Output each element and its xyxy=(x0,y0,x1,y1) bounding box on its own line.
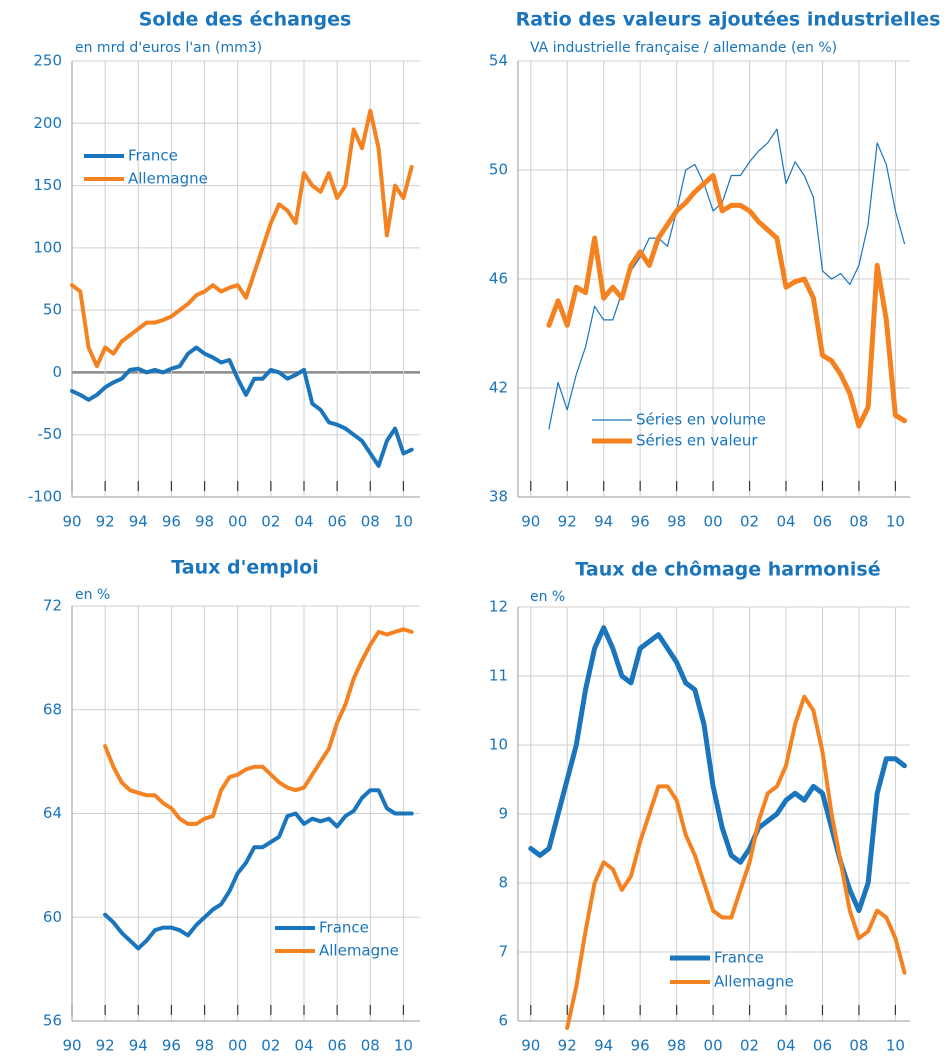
x-tick-label: 90 xyxy=(62,1037,81,1055)
legend-label: Allemagne xyxy=(714,973,794,991)
x-tick-label: 96 xyxy=(631,1037,650,1055)
series-line xyxy=(565,694,907,1030)
x-tick-label: 92 xyxy=(558,513,577,531)
x-tick-label: 02 xyxy=(740,513,759,531)
x-tick-label: 10 xyxy=(394,1037,413,1055)
legend-label: Allemagne xyxy=(319,942,399,960)
chart-title: Taux d'emploi xyxy=(171,557,319,579)
series-line xyxy=(548,128,906,430)
y-tick-label: 68 xyxy=(43,700,62,718)
y-tick-label: -100 xyxy=(28,488,62,506)
x-tick-label: 92 xyxy=(96,1037,115,1055)
x-tick-label: 98 xyxy=(195,1037,214,1055)
x-tick-label: 00 xyxy=(704,513,723,531)
y-tick-label: 250 xyxy=(33,52,62,70)
chart-subtitle: en % xyxy=(75,587,110,603)
legend-label: France xyxy=(714,949,764,967)
x-tick-label: 90 xyxy=(521,1037,540,1055)
series-line xyxy=(70,108,414,369)
legend-label: France xyxy=(319,919,369,937)
x-tick-label: 92 xyxy=(558,1037,577,1055)
x-tick-label: 96 xyxy=(162,1037,181,1055)
y-tick-label: 38 xyxy=(489,488,508,506)
x-tick-label: 04 xyxy=(294,513,313,531)
y-tick-label: 54 xyxy=(489,52,508,70)
x-tick-label: 00 xyxy=(704,1037,723,1055)
x-tick-label: 02 xyxy=(740,1037,759,1055)
y-tick-label: 200 xyxy=(33,114,62,132)
legend-label: Allemagne xyxy=(128,170,208,188)
chart-title: Taux de chômage harmonisé xyxy=(575,559,880,581)
x-tick-label: 04 xyxy=(776,513,795,531)
y-tick-label: 72 xyxy=(43,597,62,615)
x-tick-label: 98 xyxy=(667,1037,686,1055)
x-tick-label: 08 xyxy=(849,1037,868,1055)
x-tick-label: 98 xyxy=(195,513,214,531)
y-tick-label: -50 xyxy=(38,425,63,443)
x-tick-label: 94 xyxy=(594,1037,613,1055)
x-tick-label: 02 xyxy=(261,513,280,531)
y-tick-label: 46 xyxy=(489,270,508,288)
y-tick-label: 50 xyxy=(43,301,62,319)
chart-title: Solde des échanges xyxy=(139,9,352,31)
series-line xyxy=(103,627,414,826)
y-tick-label: 100 xyxy=(33,238,62,256)
legend-label: Séries en valeur xyxy=(636,432,758,450)
x-tick-label: 98 xyxy=(667,513,686,531)
y-tick-label: 10 xyxy=(489,736,508,754)
legend-label: Séries en volume xyxy=(636,411,766,429)
x-tick-label: 90 xyxy=(521,513,540,531)
x-tick-label: 10 xyxy=(886,513,905,531)
y-tick-label: 6 xyxy=(498,1012,508,1030)
y-tick-label: 12 xyxy=(489,598,508,616)
x-tick-label: 94 xyxy=(129,1037,148,1055)
x-tick-label: 06 xyxy=(813,1037,832,1055)
y-tick-label: 9 xyxy=(498,805,508,823)
x-tick-label: 08 xyxy=(849,513,868,531)
y-tick-label: 56 xyxy=(43,1012,62,1030)
x-tick-label: 96 xyxy=(631,513,650,531)
y-tick-label: 150 xyxy=(33,176,62,194)
x-tick-label: 04 xyxy=(776,1037,795,1055)
x-tick-label: 04 xyxy=(294,1037,313,1055)
series-line xyxy=(528,625,907,914)
y-tick-label: 8 xyxy=(498,874,508,892)
x-tick-label: 90 xyxy=(62,513,81,531)
x-tick-label: 08 xyxy=(361,513,380,531)
x-tick-label: 02 xyxy=(261,1037,280,1055)
y-tick-label: 42 xyxy=(489,379,508,397)
x-tick-label: 06 xyxy=(813,513,832,531)
series-line xyxy=(546,173,907,429)
x-tick-label: 96 xyxy=(162,513,181,531)
y-tick-label: 64 xyxy=(43,804,62,822)
x-tick-label: 94 xyxy=(129,513,148,531)
x-tick-label: 92 xyxy=(96,513,115,531)
y-tick-label: 60 xyxy=(43,908,62,926)
x-tick-label: 10 xyxy=(394,513,413,531)
x-tick-label: 06 xyxy=(328,513,347,531)
legend-label: France xyxy=(128,147,178,165)
chart-subtitle: VA industrielle française / allemande (e… xyxy=(530,40,837,56)
x-tick-label: 00 xyxy=(228,1037,247,1055)
y-tick-label: 0 xyxy=(52,363,62,381)
chart-subtitle: en % xyxy=(530,589,565,605)
y-tick-label: 11 xyxy=(489,667,508,685)
y-tick-label: 7 xyxy=(498,943,508,961)
chart-subtitle: en mrd d'euros l'an (mm3) xyxy=(75,40,262,56)
y-tick-label: 50 xyxy=(489,161,508,179)
x-tick-label: 08 xyxy=(361,1037,380,1055)
series-line xyxy=(70,345,414,468)
series-line xyxy=(103,788,414,951)
chart-title: Ratio des valeurs ajoutées industrielles xyxy=(516,9,941,31)
x-tick-label: 06 xyxy=(328,1037,347,1055)
x-tick-label: 00 xyxy=(228,513,247,531)
x-tick-label: 10 xyxy=(886,1037,905,1055)
x-tick-label: 94 xyxy=(594,513,613,531)
